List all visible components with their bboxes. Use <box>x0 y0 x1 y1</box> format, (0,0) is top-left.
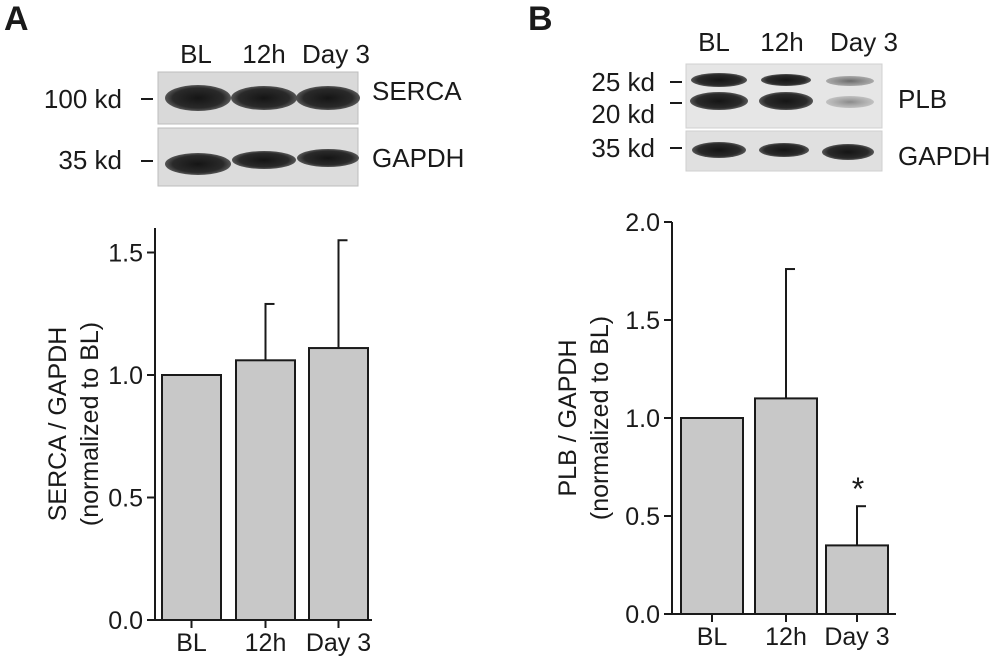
bar <box>235 359 296 621</box>
y-tick-label: 0.0 <box>108 607 143 635</box>
bar-chart-serca: 0.0 0.5 1.0 1.5 BL 12h Day 3 SERCA / GAPDH (norm… <box>44 228 372 656</box>
lane-label: 12h <box>242 39 285 69</box>
y-axis-label: PLB / GAPDH <box>554 340 582 497</box>
protein-label: SERCA <box>372 76 462 106</box>
y-axis-label: (normalized to BL) <box>76 322 104 526</box>
bar <box>825 544 889 616</box>
blot-band <box>165 85 231 111</box>
y-axis-label: (normalized to BL) <box>586 316 614 520</box>
marker-label: 35 kd <box>58 145 122 175</box>
blot-band <box>165 153 231 175</box>
marker-label: 25 kd <box>591 67 655 97</box>
blot-band <box>297 149 359 167</box>
y-tick-label: 1.5 <box>108 240 143 268</box>
bar <box>680 417 744 615</box>
blot-band <box>231 86 297 110</box>
significance-marker: * <box>852 471 864 507</box>
western-blot: BL 12h Day 3 100 kd SERCA 35 kd GAPDH <box>44 39 464 187</box>
y-tick-label: 0.5 <box>625 503 660 531</box>
blot-band <box>232 151 296 169</box>
y-tick-label: 0.5 <box>108 485 143 513</box>
lane-label: BL <box>698 27 730 57</box>
marker-label: 35 kd <box>591 133 655 163</box>
blot-band <box>759 92 813 110</box>
protein-label: PLB <box>898 84 947 114</box>
lane-label: 12h <box>760 27 803 57</box>
y-tick-label: 1.5 <box>625 307 660 335</box>
western-blot: BL 12h Day 3 25 kd 20 kd PLB 35 kd GAPDH <box>591 27 990 172</box>
x-tick-label: Day 3 <box>824 623 889 651</box>
blot-band <box>759 143 809 157</box>
y-tick-label: 1.0 <box>625 405 660 433</box>
blot-band <box>826 76 874 86</box>
lane-label: BL <box>180 39 212 69</box>
bar <box>308 347 369 621</box>
y-axis-label: SERCA / GAPDH <box>44 327 72 522</box>
x-tick-label: Day 3 <box>306 629 371 656</box>
panel-label: B <box>528 0 553 38</box>
blot-band <box>691 73 747 87</box>
x-tick-label: BL <box>697 623 728 651</box>
marker-label: 20 kd <box>591 99 655 129</box>
blot-band <box>822 144 874 160</box>
blot-band <box>690 92 748 110</box>
bar <box>754 397 818 615</box>
panel-label: A <box>4 0 29 38</box>
blot-band <box>296 86 360 110</box>
y-tick-label: 2.0 <box>625 209 660 237</box>
blot-band <box>692 142 746 158</box>
marker-label: 100 kd <box>44 84 122 114</box>
blot-band <box>826 96 874 108</box>
panel-a: A BL 12h Day 3 100 kd SERCA 35 kd GAPDH … <box>4 0 464 656</box>
bar <box>161 374 222 621</box>
panel-b: B BL 12h Day 3 25 kd 20 kd PLB 35 kd <box>528 0 990 651</box>
lane-label: Day 3 <box>830 27 898 57</box>
y-tick-label: 0.0 <box>625 601 660 629</box>
x-tick-label: 12h <box>245 629 287 656</box>
y-tick-label: 1.0 <box>108 362 143 390</box>
lane-label: Day 3 <box>302 39 370 69</box>
x-tick-label: BL <box>176 629 207 656</box>
x-tick-label: 12h <box>765 623 807 651</box>
protein-label: GAPDH <box>372 143 464 173</box>
blot-band <box>761 74 811 86</box>
protein-label: GAPDH <box>898 141 990 171</box>
bar-chart-plb: 0.0 0.5 1.0 1.5 2.0 BL 12h * Day 3 PLB / GAPDH (no… <box>554 209 896 651</box>
